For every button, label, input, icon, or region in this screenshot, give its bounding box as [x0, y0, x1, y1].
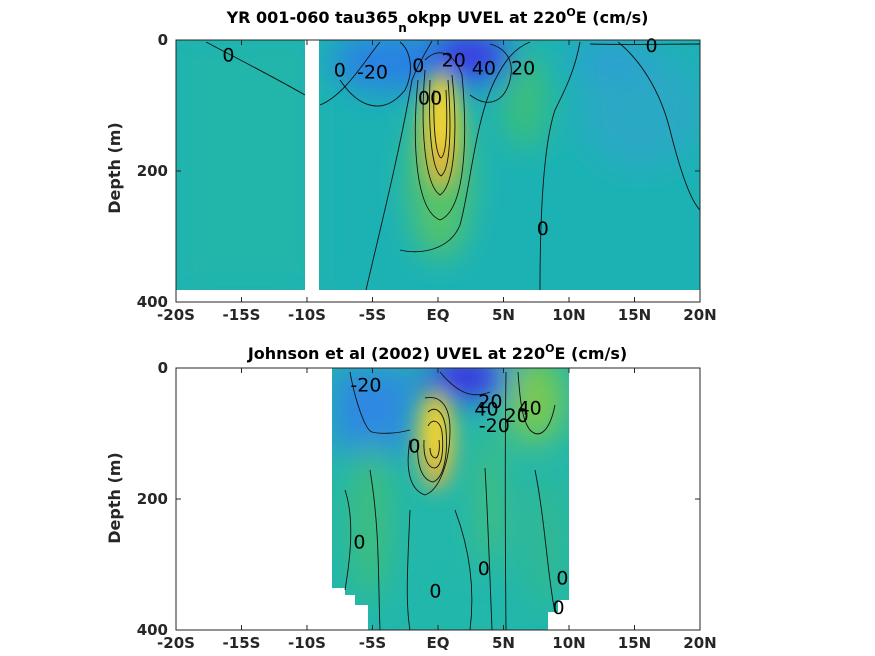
contour-label-top: 00 [418, 88, 442, 110]
x-tick-label-bottom: EQ [427, 634, 450, 652]
contour-label-bottom: 0 [552, 597, 564, 619]
heatmap-field-top [176, 40, 700, 290]
y-tick-label-bottom: 400 [137, 621, 168, 639]
x-tick-label-top: 5N [492, 306, 515, 324]
contour-label-bottom: -20 [350, 374, 381, 396]
contour-label-bottom: 0 [556, 568, 568, 590]
contour-lines-top [205, 40, 701, 291]
y-tick-label-bottom: 0 [158, 359, 168, 377]
y-tick-label-bottom: 200 [137, 490, 168, 508]
contour-label-bottom: -20 [479, 415, 510, 437]
contour-label-bottom: 40 [474, 399, 498, 421]
contour-label-bottom: 0 [429, 581, 441, 603]
contour-label-top: 0 [645, 35, 657, 57]
y-axis-label-top: Depth (m) [105, 122, 124, 214]
x-tick-label-bottom: 15N [618, 634, 651, 652]
contour-label-top: 0 [412, 55, 424, 77]
contour-label-top: 0 [537, 218, 549, 240]
x-tick-label-bottom: -20S [157, 634, 195, 652]
x-tick-label-top: 20N [683, 306, 716, 324]
x-tick-label-top: -10S [288, 306, 326, 324]
x-tick-label-bottom: -15S [223, 634, 261, 652]
y-tick-label-top: 400 [137, 293, 168, 311]
x-tick-label-top: 10N [552, 306, 585, 324]
x-tick-label-top: EQ [427, 306, 450, 324]
contour-label-bottom: 0 [408, 435, 420, 457]
chart-title-bottom: Johnson et al (2002) UVEL at 220OE (cm/s… [247, 342, 627, 363]
contour-label-bottom: 20 [505, 405, 529, 427]
x-tick-label-top: 15N [618, 306, 651, 324]
y-axis-label-bottom: Depth (m) [105, 452, 124, 544]
y-tick-label-top: 0 [158, 31, 168, 49]
x-tick-label-bottom: 10N [552, 634, 585, 652]
contour-label-top: 40 [472, 58, 496, 80]
contour-label-bottom: 20 [478, 391, 502, 413]
panel-bottom: Johnson et al (2002) UVEL at 220OE (cm/s… [105, 342, 717, 652]
contour-label-top: 0 [334, 59, 346, 81]
x-tick-label-top: -5S [359, 306, 386, 324]
contour-label-top: 20 [511, 58, 535, 80]
contour-lines-bottom [344, 371, 556, 631]
x-tick-label-top: -15S [223, 306, 261, 324]
x-tick-label-bottom: -10S [288, 634, 326, 652]
x-tick-label-bottom: -5S [359, 634, 386, 652]
x-tick-label-top: -20S [157, 306, 195, 324]
contour-label-bottom: 0 [353, 532, 365, 554]
contour-label-top: 0 [222, 44, 234, 66]
contour-label-top: -20 [357, 61, 388, 83]
panel-top: YR 001-060 tau365nokpp UVEL at 220OE (cm… [105, 6, 717, 324]
x-tick-label-bottom: 5N [492, 634, 515, 652]
y-tick-label-top: 200 [137, 162, 168, 180]
x-tick-label-bottom: 20N [683, 634, 716, 652]
contour-label-bottom: 0 [478, 558, 490, 580]
chart-title-top: YR 001-060 tau365nokpp UVEL at 220OE (cm… [226, 6, 649, 35]
contour-label-bottom: 40 [518, 397, 542, 419]
contour-label-top: 20 [442, 50, 466, 72]
